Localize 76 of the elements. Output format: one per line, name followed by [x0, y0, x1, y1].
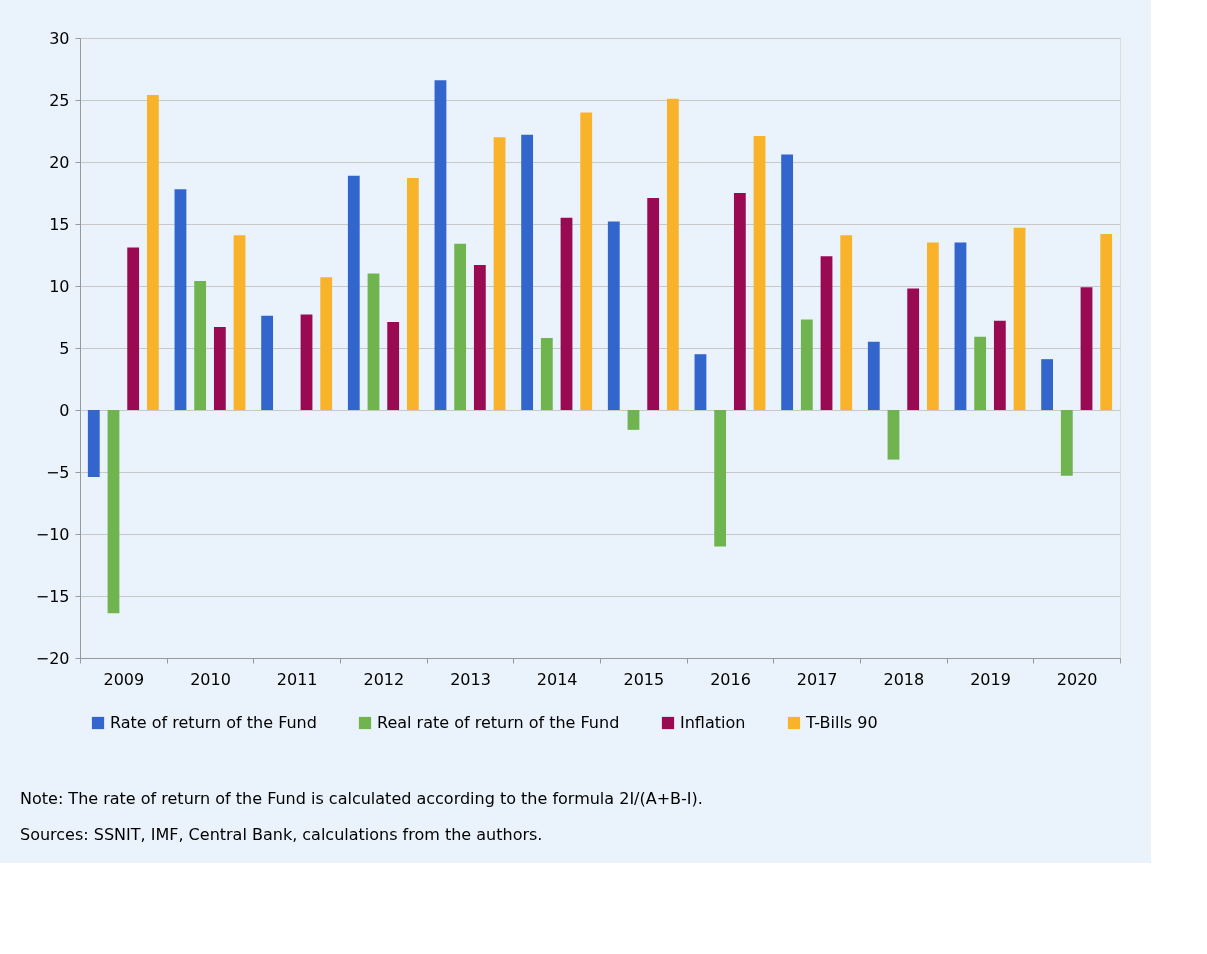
bar — [781, 154, 794, 410]
x-tick-label: 2017 — [796, 669, 838, 689]
x-tick-label: 2014 — [536, 669, 578, 689]
y-tick-label: 20 — [49, 152, 70, 172]
y-tick-label: −20 — [35, 648, 70, 668]
bar — [493, 137, 506, 410]
bar — [261, 315, 274, 410]
x-tick-label: 2009 — [103, 669, 145, 689]
bar — [753, 135, 766, 410]
bar — [540, 338, 553, 410]
bar — [733, 193, 746, 410]
bar — [406, 178, 419, 410]
bar — [1100, 233, 1113, 410]
bar — [387, 321, 400, 410]
legend-label: Real rate of return of the Fund — [377, 713, 620, 732]
bar — [926, 242, 939, 410]
x-tick-label: 2020 — [1056, 669, 1098, 689]
legend-label: Inflation — [680, 713, 746, 732]
bar — [647, 197, 660, 410]
bar — [840, 235, 853, 410]
y-tick-label: 5 — [59, 338, 70, 358]
bar — [146, 95, 159, 410]
bar — [320, 277, 333, 410]
bar — [213, 326, 226, 410]
y-tick-label: −10 — [35, 524, 70, 544]
x-tick-label: 2012 — [363, 669, 405, 689]
bar — [454, 243, 467, 410]
bar — [521, 134, 534, 410]
bar — [347, 175, 360, 410]
bar — [473, 264, 486, 410]
bar — [107, 410, 120, 614]
y-tick-label: 0 — [59, 400, 70, 420]
y-tick-label: 10 — [49, 276, 70, 296]
bar — [867, 341, 880, 410]
bar — [627, 410, 640, 430]
bar — [820, 256, 833, 410]
bar — [1041, 359, 1054, 410]
bar — [666, 98, 679, 410]
bar — [233, 235, 246, 410]
y-tick-label: 30 — [49, 28, 70, 48]
bar — [974, 336, 987, 410]
bar — [954, 242, 967, 410]
bar — [1060, 410, 1073, 476]
bar — [607, 221, 620, 410]
x-tick-label: 2010 — [190, 669, 231, 689]
text: Note: The rate of return of the Fund is calculated according to the formula 2I/(A+B-I). — [20, 789, 703, 808]
bar — [367, 273, 380, 410]
bar — [87, 410, 100, 477]
x-tick-label: 2015 — [623, 669, 665, 689]
y-tick-label: −15 — [35, 586, 70, 606]
bar — [560, 217, 573, 410]
x-tick-label: 2013 — [450, 669, 491, 689]
x-tick-label: 2011 — [276, 669, 318, 689]
legend-label: Rate of return of the Fund — [110, 713, 317, 732]
x-tick-label: 2018 — [883, 669, 925, 689]
y-tick-label: 25 — [49, 90, 70, 110]
bar — [1013, 227, 1026, 410]
bar — [993, 320, 1006, 410]
bar — [800, 319, 813, 410]
x-tick-label: 2019 — [970, 669, 1011, 689]
source-note: Sources: SSNIT, IMF, Central Bank, calculations from the authors. — [20, 825, 543, 844]
bar — [300, 314, 313, 410]
bar — [714, 410, 727, 547]
bar — [174, 189, 187, 410]
y-tick-label: −5 — [45, 462, 70, 482]
bar — [434, 80, 447, 410]
bar — [887, 410, 900, 460]
x-tick-label: 2016 — [710, 669, 751, 689]
bar — [1080, 287, 1093, 410]
bar — [127, 247, 140, 410]
bar — [580, 112, 593, 410]
bar — [694, 354, 707, 410]
bar — [907, 288, 920, 410]
y-tick-label: 15 — [49, 214, 70, 234]
bar — [194, 281, 207, 410]
legend-label: T-Bills 90 — [805, 713, 878, 732]
